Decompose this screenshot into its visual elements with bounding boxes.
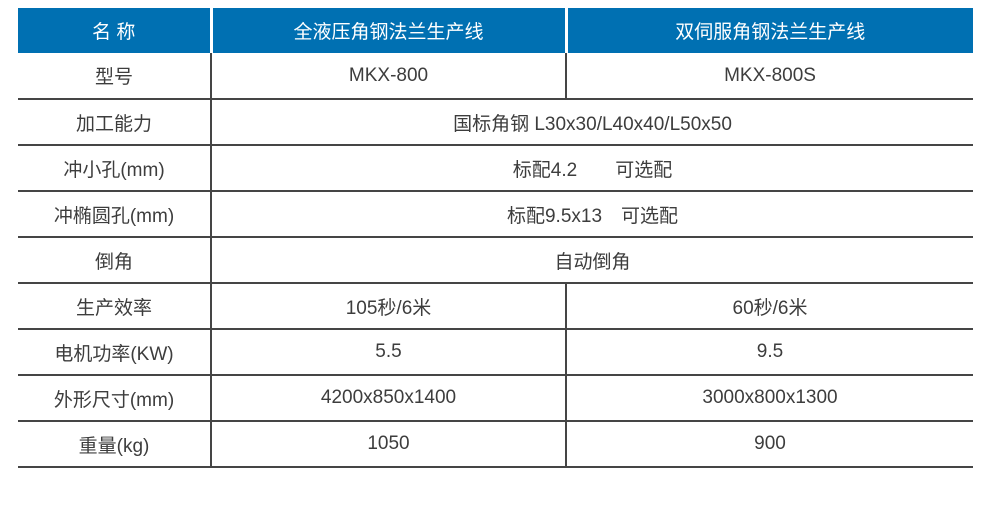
row-label: 加工能力 xyxy=(18,99,212,146)
table-row-model: 型号 MKX-800 MKX-800S xyxy=(18,53,973,100)
table-row-efficiency: 生产效率 105秒/6米 60秒/6米 xyxy=(18,283,973,330)
table-row-motor-power: 电机功率(KW) 5.5 9.5 xyxy=(18,329,973,376)
table-row-small-hole: 冲小孔(mm) 标配4.2 可选配 xyxy=(18,145,973,192)
product-spec-table: 名 称 全液压角钢法兰生产线 双伺服角钢法兰生产线 型号 MKX-800 MKX… xyxy=(18,8,973,468)
row-value-shared: 标配4.2 可选配 xyxy=(211,145,973,192)
row-value-machine2: 9.5 xyxy=(566,329,973,376)
header-row: 名 称 全液压角钢法兰生产线 双伺服角钢法兰生产线 xyxy=(18,8,973,53)
row-value-machine2: 3000x800x1300 xyxy=(566,375,973,422)
row-label: 冲椭圆孔(mm) xyxy=(18,191,212,238)
row-label: 冲小孔(mm) xyxy=(18,145,212,192)
row-label: 重量(kg) xyxy=(18,421,212,468)
row-value-machine1: 105秒/6米 xyxy=(211,283,567,330)
row-value-machine1: 5.5 xyxy=(211,329,567,376)
row-label: 外形尺寸(mm) xyxy=(18,375,212,422)
table-row-capacity: 加工能力 国标角钢 L30x30/L40x40/L50x50 xyxy=(18,99,973,146)
row-value-shared: 自动倒角 xyxy=(211,237,973,284)
row-value-machine2: MKX-800S xyxy=(566,53,973,100)
row-value-machine1: 1050 xyxy=(211,421,567,468)
table-row-dimensions: 外形尺寸(mm) 4200x850x1400 3000x800x1300 xyxy=(18,375,973,422)
row-value-machine2: 60秒/6米 xyxy=(566,283,973,330)
header-name-cell: 名 称 xyxy=(18,8,213,53)
row-value-machine1: MKX-800 xyxy=(211,53,567,100)
header-machine2-cell: 双伺服角钢法兰生产线 xyxy=(566,8,973,53)
table-row-oval-hole: 冲椭圆孔(mm) 标配9.5x13 可选配 xyxy=(18,191,973,238)
header-machine1-cell: 全液压角钢法兰生产线 xyxy=(211,8,568,53)
table-row-chamfer: 倒角 自动倒角 xyxy=(18,237,973,284)
table-row-weight: 重量(kg) 1050 900 xyxy=(18,421,973,468)
row-value-machine1: 4200x850x1400 xyxy=(211,375,567,422)
row-label: 倒角 xyxy=(18,237,212,284)
row-value-shared: 标配9.5x13 可选配 xyxy=(211,191,973,238)
row-label: 生产效率 xyxy=(18,283,212,330)
row-value-machine2: 900 xyxy=(566,421,973,468)
row-label: 型号 xyxy=(18,53,212,100)
row-value-shared: 国标角钢 L30x30/L40x40/L50x50 xyxy=(211,99,973,146)
row-label: 电机功率(KW) xyxy=(18,329,212,376)
